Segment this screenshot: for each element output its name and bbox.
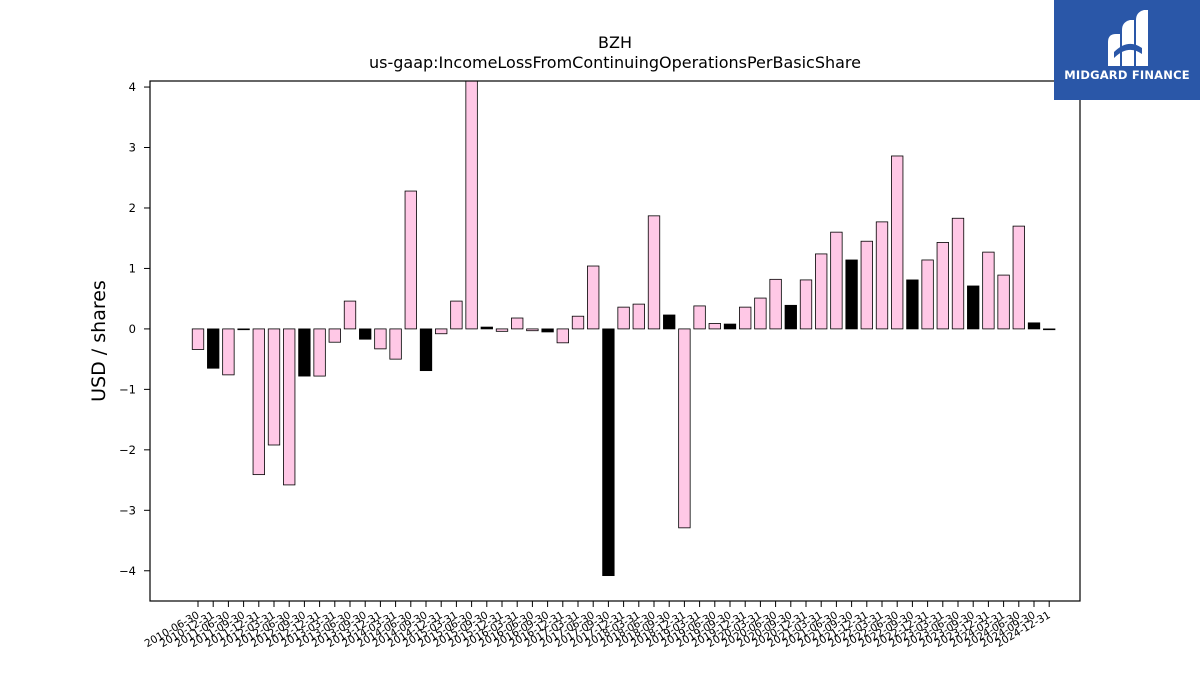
bar-2024-03-31 (997, 274, 1010, 330)
midgard-finance-logo-mark-icon (1108, 10, 1148, 66)
chart-title: BZH (598, 33, 632, 52)
bar-2016-06-30 (526, 328, 539, 332)
y-ticks: −4 −3 −2 −1 0 1 2 3 4 (119, 80, 150, 578)
bar-2013-06-30 (343, 300, 357, 330)
bar-2015-03-31 (450, 300, 463, 330)
bar-2016-09-30 (541, 328, 554, 333)
bar-2021-09-30 (845, 259, 858, 330)
y-axis-label: USD / shares (88, 280, 110, 402)
bar-2018-12-31 (678, 328, 691, 529)
logo-text: MIDGARD FINANCE (1064, 68, 1190, 82)
bar-2019-03-31 (693, 305, 706, 330)
bar-2023-03-31 (936, 242, 949, 330)
y-tick-label: 3 (129, 141, 136, 155)
bar-2012-03-31 (267, 328, 281, 446)
bar-2012-12-31 (313, 328, 326, 377)
bar-2018-09-30 (663, 314, 676, 330)
bar-2015-12-31 (495, 328, 509, 332)
bar-2022-06-30 (891, 155, 904, 330)
bar-2020-12-31 (799, 279, 813, 330)
y-tick-label: −4 (119, 564, 136, 578)
bar-2011-06-30 (222, 328, 235, 376)
bar-2012-06-30 (283, 328, 296, 486)
bar-2020-09-30 (784, 304, 797, 330)
y-tick-label: −3 (119, 503, 136, 517)
bar-2018-03-31 (632, 303, 645, 330)
bar-2013-03-31 (328, 328, 341, 343)
x-ticks: 2010-06-302010-12-312011-06-302011-09-30… (143, 601, 1053, 650)
bar-2014-09-30 (419, 328, 433, 372)
y-tick-label: 1 (129, 261, 136, 275)
bar-2024-12-31 (1043, 328, 1056, 331)
bar-2014-06-30 (404, 190, 417, 330)
bar-2013-09-30 (359, 328, 372, 340)
bar-2015-06-30 (465, 80, 478, 330)
bar-2021-06-30 (830, 231, 843, 330)
y-tick-label: −2 (119, 443, 136, 457)
bar-2019-09-30 (723, 323, 737, 330)
bar-2019-12-31 (739, 306, 752, 330)
bar-2016-03-31 (511, 317, 524, 330)
bar-2022-09-30 (906, 279, 919, 330)
bar-2011-09-30 (237, 328, 250, 331)
bar-2021-03-31 (815, 253, 828, 330)
bar-2013-12-31 (374, 328, 387, 350)
bar-2022-12-31 (921, 259, 934, 330)
bar-2017-09-30 (602, 328, 615, 577)
bar-2023-06-30 (951, 217, 965, 330)
bar-2016-12-31 (556, 328, 569, 344)
bar-2024-06-30 (1012, 225, 1025, 330)
bar-2020-06-30 (769, 278, 782, 330)
bars-group (191, 80, 1056, 577)
bar-2018-06-30 (647, 215, 661, 330)
y-tick-label: 2 (129, 201, 136, 215)
bar-2023-09-30 (967, 285, 980, 330)
y-tick-label: 4 (129, 80, 136, 94)
bar-2017-12-31 (617, 306, 630, 330)
bar-2023-12-31 (982, 251, 995, 330)
bar-2019-06-30 (708, 323, 721, 330)
midgard-finance-logo: MIDGARD FINANCE (1054, 0, 1200, 100)
bar-2011-12-31 (252, 328, 265, 476)
bar-2017-06-30 (587, 265, 600, 330)
bar-2015-09-30 (480, 326, 493, 330)
bar-2014-12-31 (435, 328, 448, 335)
bar-2021-12-31 (860, 240, 873, 330)
plot-frame (149, 80, 1081, 602)
bar-2012-09-30 (298, 328, 311, 377)
bar-2024-09-30 (1027, 322, 1041, 330)
bar-2022-03-31 (875, 221, 889, 330)
bar-2010-06-30 (191, 328, 205, 350)
chart-subtitle: us-gaap:IncomeLossFromContinuingOperatio… (369, 53, 861, 72)
y-tick-label: −1 (119, 382, 136, 396)
y-tick-label: 0 (129, 322, 136, 336)
bar-2017-03-31 (571, 315, 585, 330)
bar-2020-03-31 (754, 297, 767, 330)
bar-2014-03-31 (389, 328, 402, 360)
bar-2010-12-31 (207, 328, 220, 369)
